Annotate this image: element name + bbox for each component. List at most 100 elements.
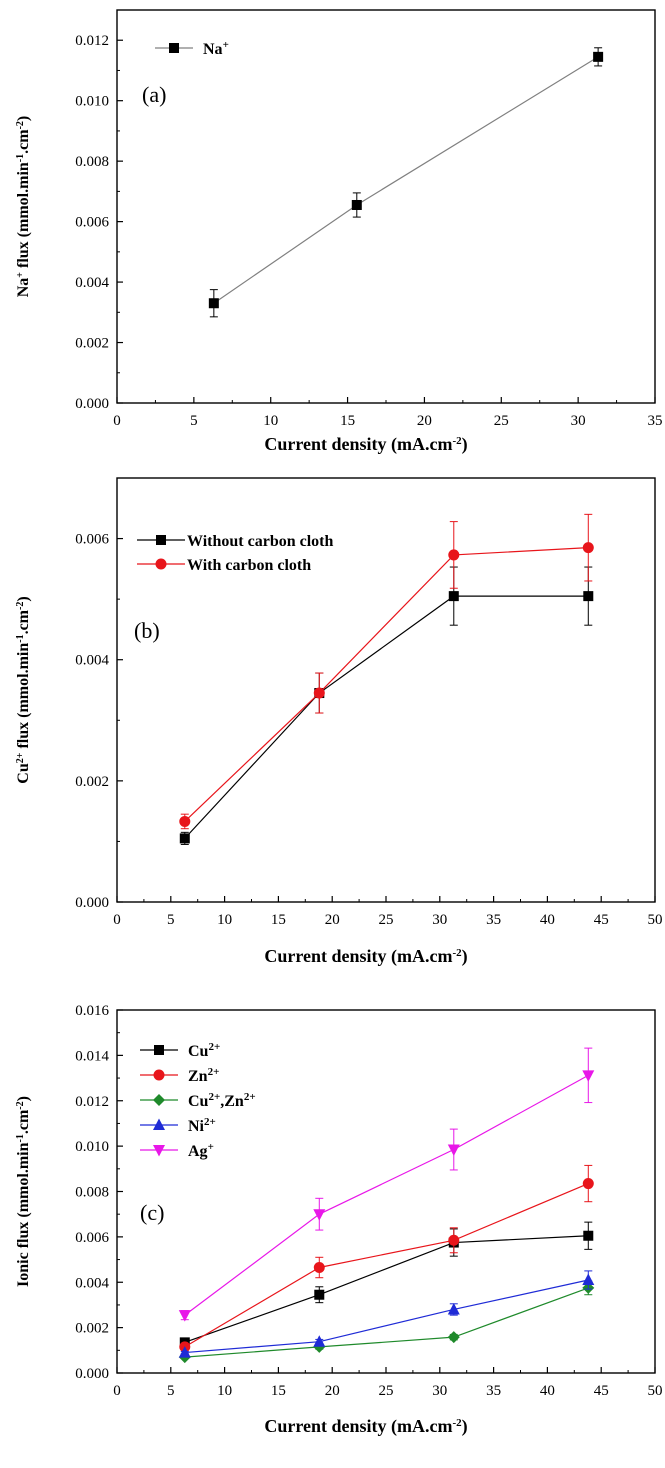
legend-marker (153, 1118, 165, 1130)
x-tick-label: 5 (190, 413, 198, 429)
legend-label: Ni2+ (188, 1116, 216, 1135)
legend-marker (153, 1069, 165, 1081)
data-point (313, 687, 325, 699)
data-point (593, 51, 604, 62)
y-tick-label: 0.006 (75, 1230, 109, 1246)
series-line (184, 1279, 589, 1354)
y-tick-label: 0.010 (75, 1139, 109, 1155)
legend-marker (154, 1045, 164, 1055)
data-point (582, 1273, 595, 1285)
data-point (448, 549, 460, 561)
legend-label: Cu2+ (188, 1041, 220, 1060)
x-tick-label: 20 (417, 413, 432, 429)
series-line (184, 1183, 589, 1348)
y-tick-label: 0.008 (75, 1185, 109, 1201)
data-point (582, 1070, 595, 1082)
legend-label: Cu2+,Zn2+ (188, 1091, 256, 1110)
y-tick-label: 0.008 (75, 154, 109, 170)
x-tick-label: 30 (571, 413, 586, 429)
data-point (582, 1178, 594, 1190)
legend-marker (169, 43, 179, 53)
x-axis-label: Current density (mA.cm-2) (264, 946, 467, 967)
y-tick-label: 0.006 (75, 215, 109, 231)
legend-item: Ag+ (140, 1141, 214, 1160)
x-tick-label: 40 (540, 1383, 555, 1399)
legend-item: Zn2+ (140, 1066, 219, 1085)
x-tick-label: 0 (113, 413, 121, 429)
series-line (184, 547, 589, 822)
legend-item: Without carbon cloth (137, 533, 333, 550)
series-line (184, 1235, 589, 1343)
y-tick-label: 0.000 (75, 895, 109, 911)
data-point (448, 591, 459, 602)
series-1 (208, 47, 604, 318)
data-point (208, 298, 219, 309)
y-tick-label: 0.002 (75, 774, 109, 790)
data-point (178, 1310, 191, 1322)
legend-marker (155, 558, 167, 570)
data-point (583, 1230, 594, 1241)
data-point (447, 1144, 460, 1157)
legend-label: Na+ (203, 39, 229, 58)
x-tick-label: 35 (648, 413, 663, 429)
y-tick-label: 0.004 (75, 1275, 109, 1291)
y-tick-label: 0.010 (75, 94, 109, 110)
legend-marker (153, 1145, 165, 1157)
series-4 (178, 1270, 595, 1358)
x-tick-label: 15 (271, 912, 286, 928)
y-tick-label: 0.014 (75, 1048, 109, 1064)
x-tick-label: 20 (325, 1383, 340, 1399)
y-axis-label: Cu2+ flux (mmol.min-1.cm-2) (15, 596, 33, 783)
data-point (448, 1234, 460, 1246)
y-tick-label: 0.012 (75, 1094, 109, 1110)
legend-label: Without carbon cloth (187, 533, 333, 550)
y-tick-label: 0.006 (75, 532, 109, 548)
x-tick-label: 35 (486, 912, 501, 928)
data-point (313, 1209, 326, 1221)
x-tick-label: 25 (379, 1383, 394, 1399)
data-point (447, 1331, 460, 1344)
x-tick-label: 10 (217, 912, 232, 928)
series-1 (179, 1221, 594, 1348)
series-line (184, 595, 589, 839)
legend-marker (156, 535, 166, 545)
data-point (351, 199, 362, 210)
data-point (179, 815, 191, 827)
y-tick-label: 0.016 (75, 1003, 109, 1019)
y-tick-label: 0.002 (75, 336, 109, 352)
legend-item: Na+ (155, 39, 229, 58)
chart-panel-1: 0 5 10 15 20 25 30 35 0.000 0.002 0.004 0.006 0.008 0… (15, 9, 663, 455)
series-2 (179, 1164, 594, 1353)
plot-frame (116, 9, 656, 404)
legend-item: Cu2+,Zn2+ (140, 1091, 256, 1110)
series-line (184, 1287, 589, 1358)
x-tick-label: 15 (271, 1383, 286, 1399)
data-point (447, 1302, 460, 1315)
legend-label: Zn2+ (188, 1066, 219, 1085)
x-tick-label: 45 (594, 1383, 609, 1399)
series-line (213, 56, 599, 304)
data-point (314, 1289, 325, 1300)
x-tick-label: 25 (379, 912, 394, 928)
x-tick-label: 40 (540, 912, 555, 928)
x-axis-label: Current density (mA.cm-2) (264, 1416, 467, 1437)
panel-label: (b) (134, 618, 160, 643)
series-1 (179, 566, 594, 845)
x-tick-label: 20 (325, 912, 340, 928)
chart-panel-2: 0 5 10 15 20 25 30 35 40 45 50 0.000 0.002 0.004 0.006… (15, 477, 663, 967)
legend-label: With carbon cloth (187, 557, 311, 574)
x-tick-label: 0 (113, 1383, 121, 1399)
x-tick-label: 50 (648, 912, 663, 928)
y-tick-label: 0.000 (75, 396, 109, 412)
x-tick-label: 5 (167, 1383, 175, 1399)
legend-item: With carbon cloth (137, 557, 311, 574)
y-tick-label: 0.002 (75, 1321, 109, 1337)
panel-label: (a) (142, 82, 166, 107)
plot-frame (116, 1009, 656, 1374)
x-tick-label: 50 (648, 1383, 663, 1399)
data-point (313, 1335, 326, 1347)
y-tick-label: 0.004 (75, 653, 109, 669)
data-point (582, 542, 594, 554)
chart-panel-3: 0 5 10 15 20 25 30 35 40 45 50 0.000 0.002 0.004 0.006… (15, 1003, 663, 1437)
series-line (184, 1074, 589, 1316)
